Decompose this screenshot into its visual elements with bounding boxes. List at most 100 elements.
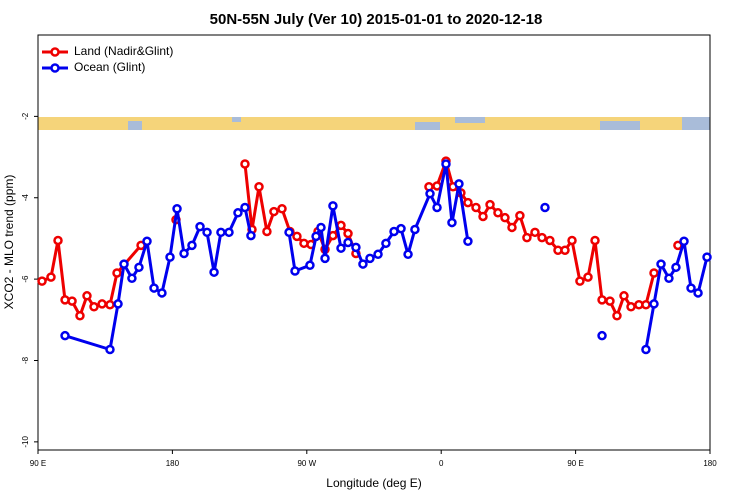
data-point [179,248,189,259]
data-point [240,159,250,169]
data-point [105,300,115,310]
data-point [75,310,85,321]
data-point [671,262,681,273]
data-point [396,223,406,234]
data-point [530,227,540,238]
data-point [432,202,442,213]
data-point [500,212,510,223]
data-point [142,236,152,247]
data-point [112,268,122,278]
data-point [545,235,555,246]
data-point [351,242,361,253]
y-tick-label: -4 [21,194,30,202]
data-point [403,249,413,260]
data-point [626,302,636,312]
data-point [202,227,212,238]
data-point [612,310,622,321]
data-point [410,224,420,235]
data-point [664,273,674,284]
data-point [311,231,321,242]
surface-strip [38,117,710,130]
data-point [358,259,368,269]
data-point [246,230,256,241]
data-point [463,197,473,208]
data-point [67,296,77,306]
legend-label: Ocean (Glint) [74,60,145,74]
data-point [46,272,56,282]
y-tick-label: -10 [21,436,30,448]
data-point [254,182,264,192]
x-tick-label: 180 [703,459,717,468]
data-point [284,227,294,238]
x-tick-label: 90 E [567,459,583,468]
data-point [679,236,689,247]
data-point [113,299,123,309]
data-point [172,203,182,214]
data-point [97,299,107,309]
legend-marker [50,47,60,57]
y-tick-label: -6 [21,275,30,283]
data-point [454,179,464,189]
data-point [195,221,205,232]
data-point [60,330,70,341]
data-point [463,236,473,247]
data-point [373,249,383,260]
chart-title: 50N-55N July (Ver 10) 2015-01-01 to 2020… [210,11,543,28]
data-point [540,202,550,213]
data-point [269,206,279,217]
data-point [702,252,712,262]
data-point [187,240,197,251]
data-point [216,227,226,238]
data-point [316,222,326,233]
data-point [119,259,129,269]
data-point [507,222,517,233]
data-point [485,199,495,210]
data-point [328,201,338,211]
data-point [537,232,547,243]
data-point [53,235,63,246]
y-tick-label: -2 [21,112,30,120]
data-point [240,202,250,213]
data-point [89,302,99,312]
data-point [641,300,651,310]
data-point [693,288,703,298]
data-point [515,210,525,221]
data-point [567,235,577,246]
x-tick-label: 180 [166,459,180,468]
data-point [365,253,375,264]
data-point [149,283,159,293]
data-point [575,276,585,286]
data-point [522,232,532,243]
data-point [471,202,481,213]
data-point [597,295,607,305]
y-tick-label: -8 [21,356,30,364]
data-point [233,208,243,218]
plot-frame [37,34,711,451]
data-point [37,276,47,286]
data-point [425,188,435,199]
data-point [165,252,175,262]
data-point [336,243,346,253]
data-point [320,253,330,264]
data-point [493,208,503,218]
data-point [441,159,451,169]
y-axis-label: XCO2 - MLO trend (ppm) [2,175,16,310]
legend-marker [50,63,60,73]
data-point [560,245,570,255]
data-point [649,268,659,278]
data-point [590,235,600,246]
data-point [262,226,272,237]
data-point [656,259,666,269]
data-point [583,272,593,282]
data-point [686,283,696,293]
data-point [134,262,144,273]
data-point [277,203,287,214]
legend-label: Land (Nadir&Glint) [74,44,173,58]
data-point [381,238,391,249]
data-point [641,344,651,355]
data-point [447,217,457,228]
data-point [619,291,629,301]
data-point [292,231,302,242]
data-point [127,273,137,284]
